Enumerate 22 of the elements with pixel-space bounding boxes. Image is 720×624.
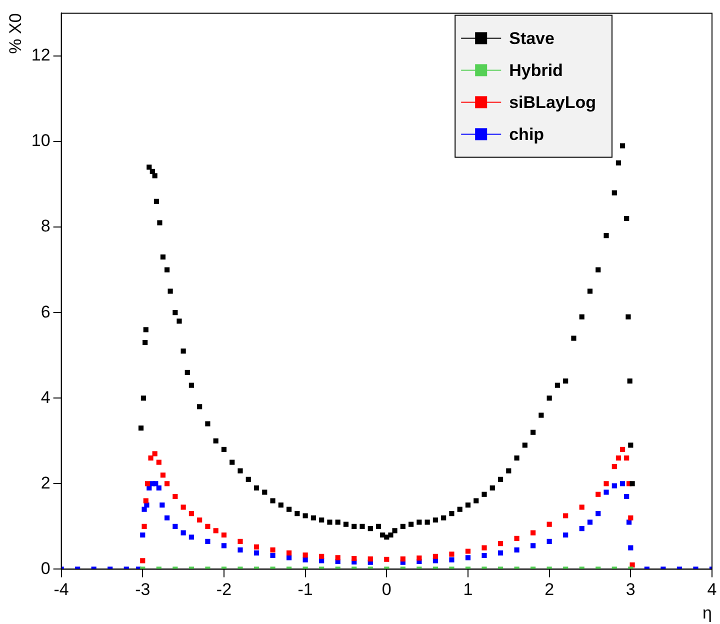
x-tick-label: -4 <box>54 580 69 600</box>
x-tick-label: -3 <box>135 580 150 600</box>
y-tick-label: 6 <box>40 302 50 322</box>
y-tick-label: 2 <box>40 473 50 492</box>
x-tick-label: 3 <box>626 580 636 600</box>
legend-label: Stave <box>509 28 554 48</box>
x-axis-title: η <box>702 603 712 622</box>
legend-label: Hybrid <box>509 60 563 80</box>
x-tick-label: -2 <box>216 580 232 600</box>
legend-label: chip <box>509 124 544 144</box>
y-tick-label: 10 <box>31 131 50 150</box>
x-tick-label: -1 <box>298 580 313 600</box>
x-tick-label: 4 <box>707 580 717 600</box>
x-tick-label: 1 <box>463 580 473 600</box>
y-tick-label: 8 <box>40 216 50 236</box>
y-tick-label: 12 <box>31 46 50 65</box>
y-axis-title: % X0 <box>6 13 25 54</box>
y-tick-label: 4 <box>40 388 50 407</box>
x-tick-label: 0 <box>382 580 392 600</box>
y-tick-label: 0 <box>40 558 50 578</box>
legend-label: siBLayLog <box>509 92 596 112</box>
x-tick-label: 2 <box>544 580 554 600</box>
